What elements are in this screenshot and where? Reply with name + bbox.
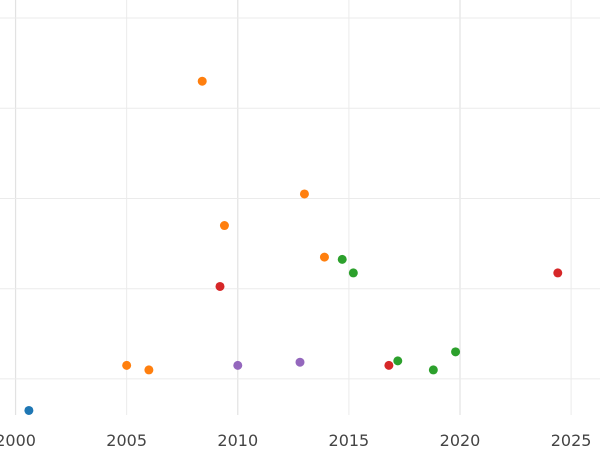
data-point-orange	[144, 365, 154, 375]
data-point-orange	[122, 360, 132, 370]
x-tick-label: 2000	[0, 431, 36, 450]
grid	[0, 0, 600, 415]
x-tick-label: 2010	[217, 431, 258, 450]
data-point-orange	[197, 76, 207, 86]
x-tick-label: 2025	[551, 431, 592, 450]
data-point-red	[553, 268, 563, 278]
data-point-orange	[299, 189, 309, 199]
x-tick-label: 2005	[106, 431, 147, 450]
data-point-purple	[295, 357, 305, 367]
data-point-green	[451, 347, 461, 357]
x-tick-label: 2020	[440, 431, 481, 450]
data-point-orange	[319, 252, 329, 262]
data-point-green	[393, 356, 403, 366]
data-point-green	[428, 365, 438, 375]
data-point-red	[215, 281, 225, 291]
x-axis-ticks: 2000 2005 2010 2015 2020 2025	[0, 431, 591, 450]
data-point-blue	[24, 405, 34, 415]
data-point-purple	[233, 360, 243, 370]
data-point-orange	[219, 221, 229, 231]
data-point-red	[384, 360, 394, 370]
data-point-green	[348, 268, 358, 278]
data-point-green	[337, 254, 347, 264]
data-points	[24, 76, 563, 415]
x-tick-label: 2015	[329, 431, 370, 450]
